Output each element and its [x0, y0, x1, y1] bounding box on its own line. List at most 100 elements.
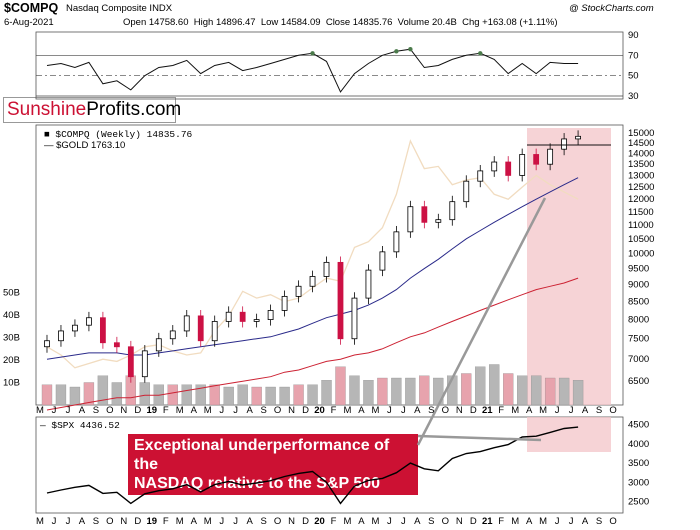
volume-bar: [377, 377, 388, 406]
price-x-tick: A: [246, 405, 253, 416]
price-candle-body: [435, 219, 442, 223]
price-candle-body: [561, 138, 568, 150]
price-candle-body: [72, 324, 78, 332]
price-x-tick: J: [401, 405, 406, 416]
price-y-tick: 15000: [628, 128, 654, 139]
price-y-tick: 14000: [628, 148, 654, 159]
price-y-tick: 10500: [628, 234, 654, 245]
volume-bar: [111, 382, 123, 406]
spx-x-tick: J: [52, 516, 57, 527]
spx-panel-frame: [35, 416, 624, 514]
price-x-tick: J: [555, 405, 560, 416]
price-x-tick: M: [511, 405, 519, 416]
ma-short-line: [46, 177, 579, 360]
rsi-y-tick: 30: [628, 91, 639, 102]
volume-bar: [139, 382, 150, 406]
price-x-tick: A: [358, 405, 365, 416]
price-x-tick: 19: [147, 405, 158, 416]
price-x-tick: J: [66, 405, 71, 416]
price-x-tick: S: [260, 405, 266, 416]
price-candle-body: [393, 231, 400, 253]
spx-x-tick: 19: [147, 516, 158, 527]
price-x-tick: J: [219, 405, 224, 416]
spx-x-tick: 21: [482, 516, 493, 527]
price-legend-compq: ■ $COMPQ (Weekly) 14835.76: [44, 129, 193, 140]
price-candle-body: [337, 261, 344, 340]
spx-x-tick: D: [134, 516, 141, 527]
price-x-tick: S: [93, 405, 99, 416]
volume-bar: [209, 384, 220, 406]
volume-y-tick: 20B: [3, 355, 20, 366]
volume-bar: [391, 377, 402, 406]
volume-bar: [475, 366, 486, 406]
spx-x-tick: F: [163, 516, 169, 527]
price-candle-body: [211, 321, 218, 342]
price-x-tick: D: [470, 405, 477, 416]
rsi-y-tick: 90: [628, 30, 639, 41]
price-x-tick: O: [274, 405, 281, 416]
price-candle-body: [183, 315, 190, 332]
price-x-tick: J: [233, 405, 238, 416]
spx-x-tick: O: [609, 516, 616, 527]
price-x-tick: M: [371, 405, 379, 416]
volume-bar: [223, 386, 234, 406]
price-x-tick: A: [526, 405, 533, 416]
price-x-tick: A: [79, 405, 86, 416]
price-candle-body: [379, 251, 386, 271]
spx-x-tick: J: [569, 516, 574, 527]
price-candle-body: [449, 201, 456, 221]
volume-bar: [531, 375, 542, 406]
volume-bar: [83, 382, 95, 406]
spx-x-tick: S: [93, 516, 99, 527]
spx-x-tick: N: [288, 516, 295, 527]
price-y-tick: 12500: [628, 182, 654, 193]
price-candle-body: [253, 319, 260, 322]
volume-bar: [251, 386, 262, 406]
rsi-overbought-mark: [394, 49, 399, 54]
price-y-tick: 12000: [628, 194, 654, 205]
logo-part-1: Sunshine: [7, 99, 87, 120]
price-y-tick: 8500: [628, 297, 649, 308]
spx-x-tick: J: [233, 516, 238, 527]
spx-x-tick: N: [120, 516, 127, 527]
price-candle-body: [127, 346, 134, 378]
price-x-tick: O: [609, 405, 616, 416]
price-x-tick: S: [428, 405, 434, 416]
price-candle-body: [141, 350, 148, 378]
price-candle-body: [225, 311, 232, 322]
volume-bar: [293, 384, 304, 406]
price-x-tick: J: [52, 405, 57, 416]
volume-bar: [349, 375, 360, 406]
price-candle-body: [58, 330, 64, 342]
price-x-tick: S: [596, 405, 602, 416]
price-x-tick: 20: [314, 405, 325, 416]
spx-x-tick: M: [36, 516, 44, 527]
spx-y-tick: 3000: [628, 477, 649, 488]
price-y-tick: 13000: [628, 170, 654, 181]
volume-bar: [69, 386, 81, 406]
price-x-tick: D: [302, 405, 309, 416]
price-x-tick: M: [344, 405, 352, 416]
gold-series-line: [46, 139, 579, 369]
spx-x-tick: S: [596, 516, 602, 527]
price-x-tick: F: [498, 405, 504, 416]
spx-x-tick: A: [582, 516, 589, 527]
sunshine-profits-logo: SunshineProfits.com: [3, 97, 181, 123]
spx-x-tick: A: [246, 516, 253, 527]
price-candle-body: [155, 338, 162, 352]
price-candle-body: [463, 180, 470, 203]
spx-x-tick: J: [219, 516, 224, 527]
price-candle-body: [267, 310, 274, 320]
price-y-tick: 13500: [628, 159, 654, 170]
price-candle-body: [533, 154, 540, 165]
price-y-tick: 10000: [628, 248, 654, 259]
volume-bar: [41, 384, 53, 406]
volume-bar: [517, 375, 528, 406]
price-candle-body: [505, 161, 512, 176]
rsi-y-tick: 50: [628, 71, 639, 82]
logo-part-2: Profits.com: [86, 99, 182, 120]
price-candle-body: [86, 317, 92, 326]
volume-bar: [307, 384, 318, 406]
price-y-tick: 11000: [628, 220, 654, 231]
volume-bar: [544, 377, 556, 406]
